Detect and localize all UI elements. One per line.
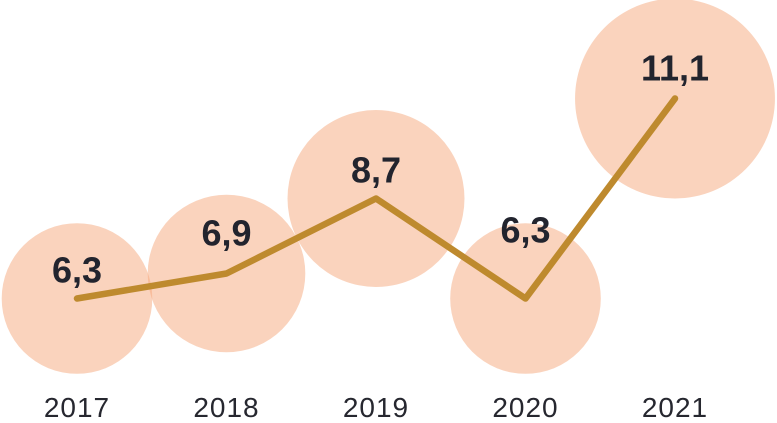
value-label-2018: 6,9 [201,212,251,253]
year-label-2017: 2017 [44,392,110,423]
year-label-2019: 2019 [343,392,409,423]
value-label-2021: 11,1 [641,47,709,88]
year-label-2020: 2020 [492,392,558,423]
year-label-2018: 2018 [193,392,259,423]
value-label-2020: 6,3 [500,209,550,250]
value-label-2017: 6,3 [52,249,102,290]
year-label-2021: 2021 [642,392,708,423]
trend-line [73,95,679,302]
value-label-2019: 8,7 [351,149,401,190]
